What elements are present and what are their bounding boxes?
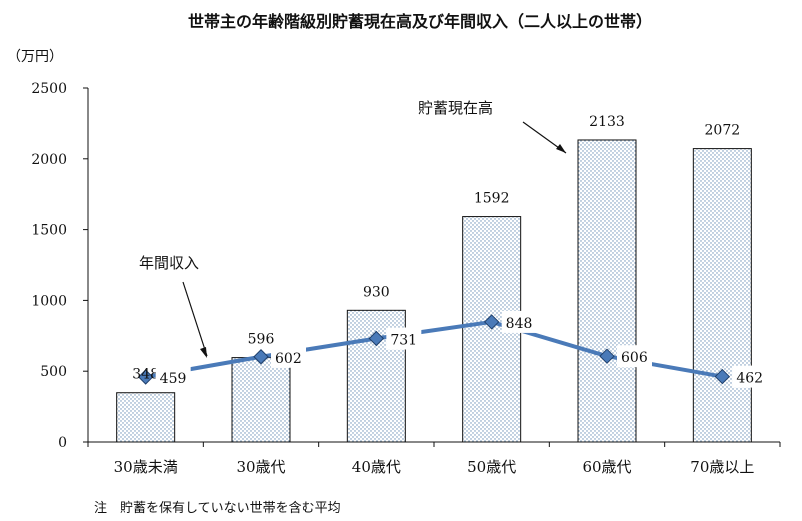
- bar-value-label: 596: [248, 332, 275, 348]
- line-value-label: 462: [736, 371, 763, 387]
- line-label-background: [386, 327, 422, 350]
- income-point-marker: [714, 368, 731, 385]
- y-axis-unit-label: （万円）: [7, 49, 63, 65]
- value-labels: 348 596 930 1592 2133 2072 459 602 731 848 606 462: [132, 114, 768, 389]
- axes: 0 500 1000 1500 2000 2500 30歳未満 30歳代 40歳代 50歳代 60歳…: [31, 81, 781, 476]
- line-label-background: [617, 345, 652, 368]
- bar-savings: [231, 357, 291, 443]
- line-label-background: [155, 366, 191, 389]
- line-label-background: [501, 310, 537, 333]
- savings-callout-arrowhead: [556, 144, 566, 153]
- legend-income-label: 年間収入: [139, 254, 199, 272]
- x-tick-label: 60歳代: [582, 458, 631, 476]
- income-callout-arrow: [182, 281, 208, 357]
- bar-value-label: 348: [132, 367, 159, 383]
- bar-value-label: 2072: [705, 123, 741, 139]
- x-tick-label: 30歳代: [236, 458, 285, 476]
- x-tick-label: 30歳未満: [114, 458, 178, 476]
- bar-value-label: 930: [363, 284, 390, 300]
- income-point-marker: [253, 349, 269, 365]
- legend-savings-label: 貯蓄現在高: [418, 99, 493, 117]
- y-tick-label: 1000: [31, 293, 67, 309]
- income-point-marker: [368, 330, 385, 347]
- income-point-marker: [599, 348, 615, 364]
- footnote: 注 貯蓄を保有していない世帯を含む平均: [94, 500, 341, 516]
- bars: [116, 139, 752, 443]
- line-value-label: 602: [275, 351, 302, 367]
- bar-value-label: 2133: [589, 114, 625, 130]
- bar-savings: [116, 392, 176, 443]
- y-tick-label: 0: [58, 435, 67, 451]
- y-tick-label: 1500: [31, 223, 67, 239]
- chart-title: 世帯主の年齢階級別貯蓄現在高及び年間収入（二人以上の世帯）: [188, 12, 652, 31]
- x-tick-label: 70歳以上: [690, 458, 754, 476]
- line-value-label: 459: [160, 371, 187, 387]
- line-label-background: [271, 345, 306, 368]
- line-value-label: 848: [506, 316, 533, 332]
- bar-value-label: 1592: [474, 191, 510, 207]
- x-tick-label: 40歳代: [352, 458, 401, 476]
- y-tick-label: 500: [40, 364, 67, 380]
- line-label-background: [732, 365, 768, 388]
- bar-savings: [692, 148, 752, 443]
- line-value-label: 731: [390, 332, 417, 348]
- y-tick-label: 2500: [31, 81, 67, 97]
- y-tick-label: 2000: [31, 152, 67, 168]
- income-point-marker: [483, 314, 500, 330]
- income-callout-arrowhead: [200, 347, 207, 358]
- line-value-label: 606: [621, 350, 648, 366]
- x-tick-label: 50歳代: [467, 458, 516, 476]
- bar-savings: [577, 139, 637, 443]
- income-point-marker: [137, 369, 154, 385]
